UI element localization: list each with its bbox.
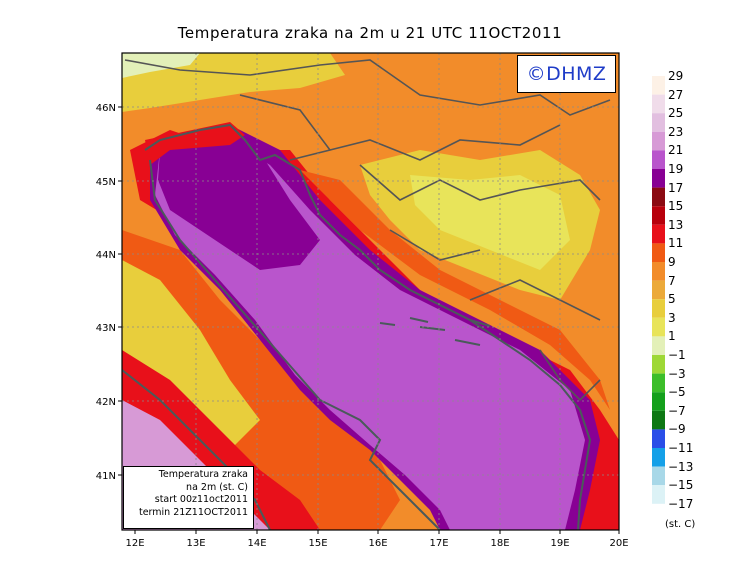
- legend-value: 11: [668, 236, 684, 251]
- legend-value: 29: [668, 69, 684, 83]
- legend-value: −9: [668, 422, 686, 437]
- legend-box: [652, 76, 665, 95]
- legend-value: 25: [668, 106, 684, 121]
- legend-value: −1: [668, 348, 686, 362]
- chart-title: Temperatura zraka na 2m u 21 UTC 11OCT20…: [177, 24, 563, 42]
- legend-box: [652, 150, 665, 169]
- islands: [379, 317, 491, 346]
- legend-value: 13: [668, 217, 684, 232]
- coastline: [144, 123, 592, 530]
- gulf-venice-zone: [145, 122, 245, 165]
- axis-ticks: [118, 106, 620, 534]
- legend-color-boxes: [652, 76, 665, 504]
- legend-value: −7: [668, 403, 686, 418]
- legend-value: 3: [668, 310, 676, 325]
- legend-value: −11: [668, 441, 694, 455]
- pannonian-cooler-zone: [410, 175, 570, 270]
- legend-box: [652, 113, 665, 132]
- lon-label: 16E: [368, 538, 387, 549]
- lon-label: 19E: [550, 538, 569, 549]
- lat-label: 44N: [96, 250, 116, 261]
- lon-label: 14E: [247, 538, 266, 549]
- lon-label: 18E: [490, 538, 509, 549]
- legend-box: [652, 187, 665, 207]
- legend-box: [652, 262, 665, 281]
- lat-label: 43N: [96, 323, 116, 334]
- legend-value: 1: [668, 329, 676, 344]
- legend-box: [652, 355, 665, 374]
- legend-value: −15: [668, 478, 694, 493]
- legend-box: [652, 410, 665, 430]
- north-adriatic-zone: [158, 140, 320, 270]
- info-line-4: termin 21Z11OCT2011: [138, 506, 248, 518]
- legend-box: [652, 466, 665, 486]
- legend-value: 5: [668, 292, 676, 307]
- legend-box: [652, 299, 665, 318]
- coastal-orange-band: [300, 170, 610, 410]
- legend-value: 21: [668, 143, 684, 158]
- legend-box: [652, 94, 665, 114]
- legend-box: [652, 448, 665, 467]
- legend-box: [652, 224, 665, 244]
- legend-value: −17: [668, 496, 694, 511]
- info-box: Temperatura zraka na 2m (st. C) start 00…: [123, 466, 254, 529]
- lon-label: 12E: [125, 538, 144, 549]
- longitude-labels: 12E 13E 14E 15E 16E 17E 18E 19E 20E: [125, 538, 628, 549]
- legend-box: [652, 243, 665, 262]
- legend-value: −13: [668, 459, 694, 474]
- lat-label: 45N: [96, 177, 116, 188]
- legend-box: [652, 429, 665, 448]
- legend-value: −5: [668, 385, 686, 400]
- italy-yellow-zone: [122, 260, 260, 450]
- legend-box: [652, 206, 665, 225]
- legend-box: [652, 485, 665, 504]
- legend-value: −3: [668, 366, 686, 381]
- lat-label: 42N: [96, 397, 116, 408]
- legend-box: [652, 373, 665, 393]
- legend-box: [652, 280, 665, 300]
- legend-value: 23: [668, 124, 684, 139]
- lon-label: 13E: [186, 538, 205, 549]
- legend-value: 27: [668, 87, 684, 102]
- legend-box: [652, 317, 665, 337]
- alpine-cool-zone: [122, 53, 345, 112]
- italy-coastline: [149, 159, 441, 530]
- legend-box: [652, 392, 665, 411]
- lat-label: 46N: [96, 103, 116, 114]
- border-lines: [124, 59, 611, 402]
- map-frame: [121, 52, 620, 531]
- lon-label: 17E: [429, 538, 448, 549]
- legend-value: 19: [668, 162, 684, 176]
- legend-box: [652, 169, 665, 188]
- legend-box: [652, 336, 665, 355]
- info-line-1: Temperatura zraka: [158, 469, 248, 480]
- legend-box: [652, 131, 665, 151]
- dhmz-logo: ©DHMZ: [517, 55, 616, 93]
- lon-label: 20E: [609, 538, 628, 549]
- lat-label: 41N: [96, 471, 116, 482]
- legend-value: 9: [668, 255, 676, 269]
- legend-value: 15: [668, 199, 684, 214]
- alpine-cold-zone: [122, 53, 200, 78]
- legend-value: 7: [668, 273, 676, 288]
- latitude-labels: 46N 45N 44N 43N 42N 41N: [96, 103, 116, 482]
- legend-unit: (st. C): [665, 519, 696, 530]
- lon-label: 15E: [308, 538, 327, 549]
- tyrrhenian-coastline: [122, 369, 271, 530]
- info-line-2: na 2m (st. C): [186, 481, 248, 493]
- info-line-3: start 00z11oct2011: [154, 494, 248, 505]
- legend-value: 17: [668, 180, 684, 195]
